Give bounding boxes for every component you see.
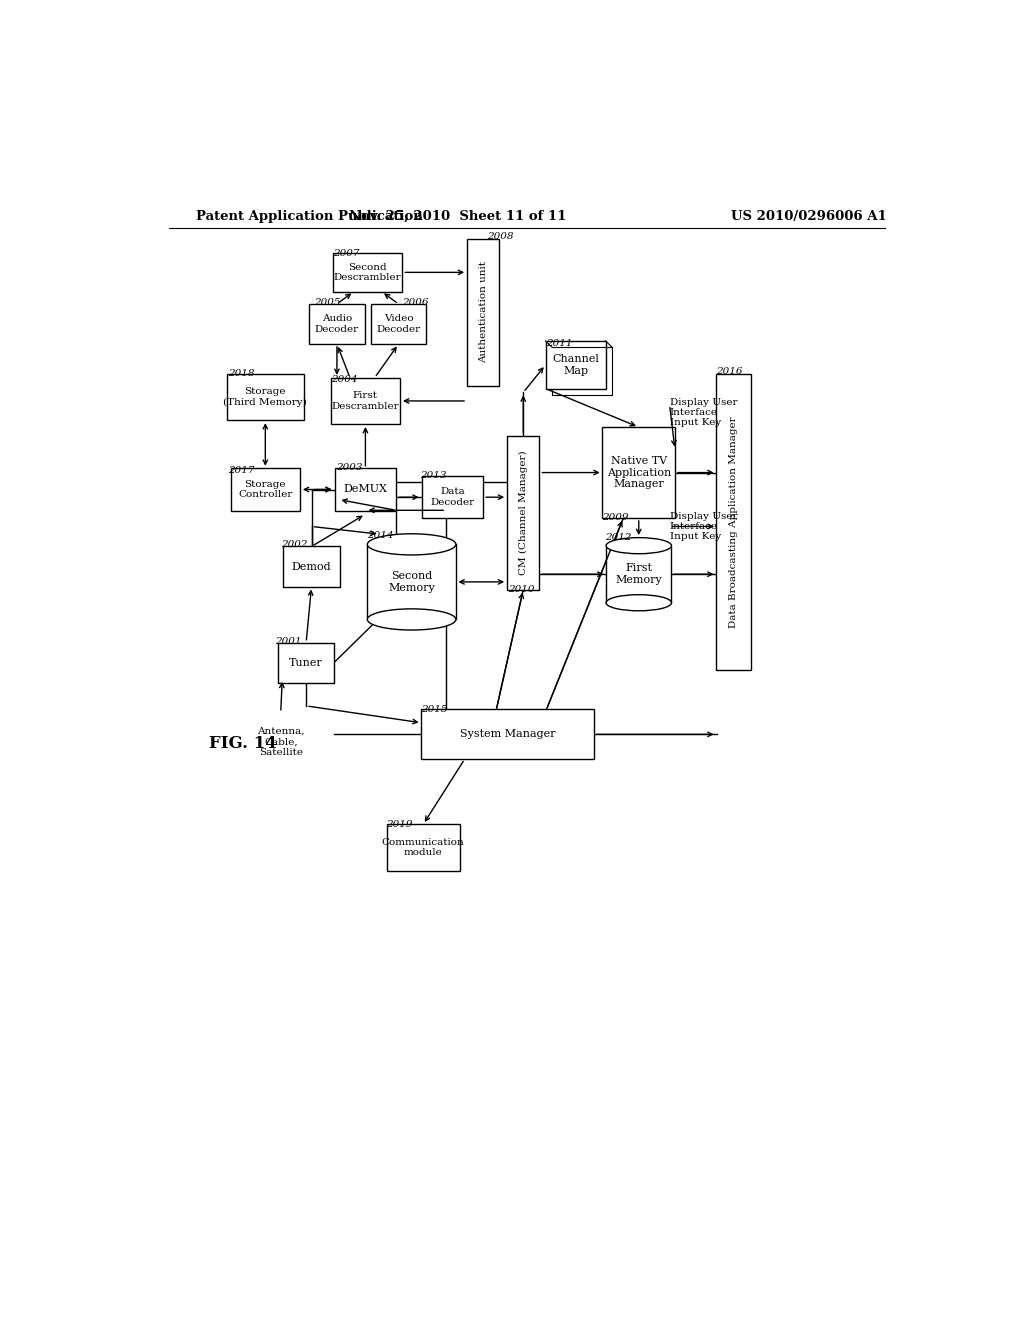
Text: First
Memory: First Memory <box>615 564 663 585</box>
Bar <box>387 825 460 871</box>
Text: Data
Decoder: Data Decoder <box>430 487 474 507</box>
Text: Demod: Demod <box>292 561 332 572</box>
Text: 2004: 2004 <box>331 375 357 384</box>
Bar <box>422 477 483 519</box>
Text: 2019: 2019 <box>386 820 413 829</box>
Text: Second
Descrambler: Second Descrambler <box>334 263 401 282</box>
Text: 2014: 2014 <box>367 531 393 540</box>
Bar <box>230 469 300 511</box>
Text: 2007: 2007 <box>333 248 359 257</box>
Text: Display User
Interface
Input Key: Display User Interface Input Key <box>670 397 737 428</box>
Text: CM (Channel Manager): CM (Channel Manager) <box>519 450 527 576</box>
Bar <box>546 341 605 388</box>
Bar <box>368 544 456 619</box>
Text: First
Descrambler: First Descrambler <box>332 391 399 411</box>
Text: Data Broadcasting Application Manager: Data Broadcasting Application Manager <box>729 416 738 627</box>
Bar <box>507 436 540 590</box>
Text: Native TV
Application
Manager: Native TV Application Manager <box>606 455 671 490</box>
Text: Second
Memory: Second Memory <box>388 572 435 593</box>
Bar <box>331 378 400 424</box>
Text: 2018: 2018 <box>228 370 255 379</box>
Text: 2011: 2011 <box>547 339 572 347</box>
Bar <box>283 546 340 586</box>
Ellipse shape <box>606 595 672 611</box>
Text: DeMUX: DeMUX <box>343 484 387 495</box>
Text: Patent Application Publication: Patent Application Publication <box>196 210 423 223</box>
Text: 2010: 2010 <box>508 585 535 594</box>
Ellipse shape <box>368 609 456 630</box>
Bar <box>467 239 500 385</box>
Text: Communication
module: Communication module <box>382 838 465 857</box>
Ellipse shape <box>606 537 672 553</box>
Text: Authentication unit: Authentication unit <box>479 261 487 363</box>
Text: 2008: 2008 <box>487 232 514 242</box>
Bar <box>716 374 751 671</box>
Text: 2013: 2013 <box>420 471 446 480</box>
Text: 2012: 2012 <box>605 533 632 541</box>
Text: Nov. 25, 2010  Sheet 11 of 11: Nov. 25, 2010 Sheet 11 of 11 <box>349 210 566 223</box>
Bar <box>333 253 402 292</box>
Text: 2002: 2002 <box>281 540 307 549</box>
Text: Antenna,
Cable,
Satellite: Antenna, Cable, Satellite <box>257 727 304 756</box>
Text: 2006: 2006 <box>401 298 428 306</box>
Ellipse shape <box>368 533 456 554</box>
Text: System Manager: System Manager <box>460 730 556 739</box>
Text: Audio
Decoder: Audio Decoder <box>314 314 359 334</box>
Text: 2017: 2017 <box>228 466 255 475</box>
Text: Display User
Interface
Input Key: Display User Interface Input Key <box>670 512 737 541</box>
Bar <box>335 469 396 511</box>
Text: 2001: 2001 <box>275 636 302 645</box>
Text: FIG. 14: FIG. 14 <box>209 735 276 752</box>
Text: US 2010/0296006 A1: US 2010/0296006 A1 <box>731 210 887 223</box>
Bar <box>371 304 426 345</box>
Text: Storage
Controller: Storage Controller <box>239 479 293 499</box>
Text: 2009: 2009 <box>602 513 629 523</box>
Text: Storage
(Third Memory): Storage (Third Memory) <box>223 387 307 407</box>
Text: 2005: 2005 <box>313 298 340 306</box>
Text: 2016: 2016 <box>717 367 743 376</box>
Bar <box>421 709 595 759</box>
Bar <box>226 374 304 420</box>
Text: 2003: 2003 <box>336 463 362 473</box>
Bar <box>309 304 365 345</box>
Text: Channel
Map: Channel Map <box>552 354 599 376</box>
Bar <box>552 347 611 395</box>
Bar <box>602 428 676 517</box>
Bar <box>279 643 334 682</box>
Text: Video
Decoder: Video Decoder <box>377 314 421 334</box>
Text: 2015: 2015 <box>421 705 447 714</box>
Bar <box>606 545 672 603</box>
Text: Tuner: Tuner <box>289 657 323 668</box>
